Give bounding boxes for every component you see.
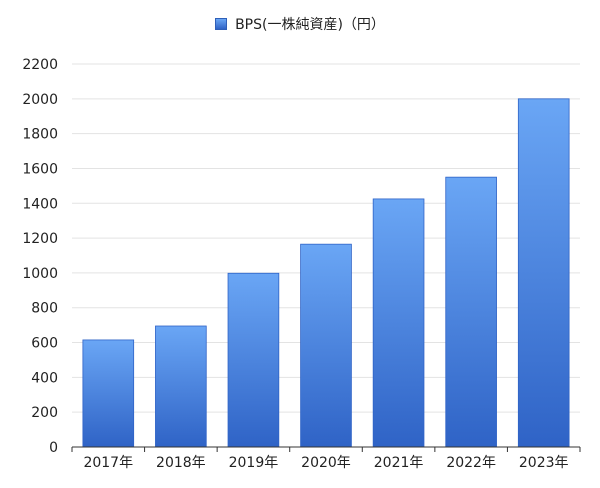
- x-tick-label: 2022年: [446, 455, 496, 471]
- y-tick-label: 2200: [22, 57, 58, 73]
- x-tick-labels: 2017年 2018年 2019年 2020年 2021年 2022年 2023年: [83, 455, 568, 471]
- legend-label: BPS(一株純資産)（円）: [235, 17, 385, 33]
- chart-legend: BPS(一株純資産)（円）: [0, 14, 600, 34]
- bar: [300, 243, 352, 448]
- bar: [155, 325, 207, 448]
- y-tick-label: 600: [31, 336, 58, 352]
- bar: [445, 176, 497, 448]
- y-tick-labels: 0 200 400 600 800 1000 1200 1400 1600 1800 2000 220…: [22, 57, 58, 456]
- x-tick-label: 2023年: [519, 455, 569, 471]
- x-tick-label: 2019年: [229, 455, 279, 471]
- y-tick-label: 2000: [22, 92, 58, 108]
- bar: [227, 272, 280, 448]
- y-tick-label: 400: [31, 370, 58, 386]
- bar: [517, 98, 570, 448]
- x-tick-label: 2017年: [83, 455, 133, 471]
- x-tick-label: 2021年: [374, 455, 424, 471]
- x-tick-label: 2018年: [156, 455, 206, 471]
- axes: [71, 446, 581, 452]
- y-tick-label: 0: [49, 440, 58, 456]
- y-tick-label: 200: [31, 405, 58, 421]
- bar: [372, 198, 425, 448]
- y-tick-label: 1400: [22, 196, 58, 212]
- bar: [82, 339, 135, 448]
- y-tick-label: 800: [31, 301, 58, 317]
- y-tick-label: 1600: [22, 161, 58, 177]
- y-tick-label: 1800: [22, 127, 58, 143]
- legend-swatch: [215, 18, 228, 30]
- y-tick-label: 1200: [22, 231, 58, 247]
- x-tick-label: 2020年: [301, 455, 351, 471]
- y-tick-label: 1000: [22, 266, 58, 282]
- bars: [82, 98, 570, 448]
